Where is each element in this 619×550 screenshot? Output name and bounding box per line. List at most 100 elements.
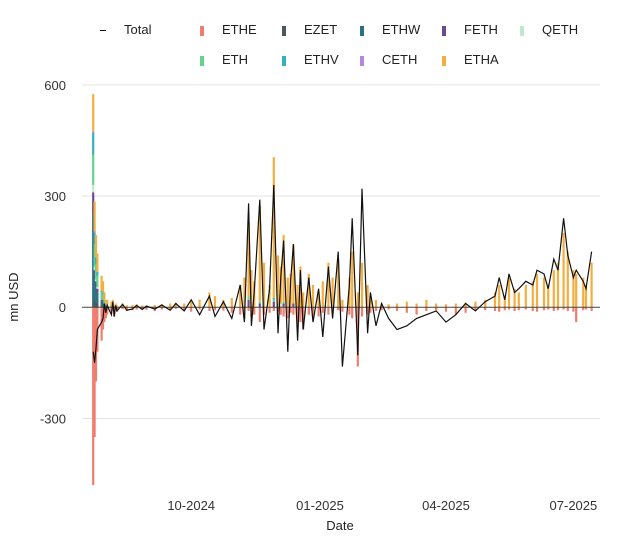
bar-ethe — [321, 307, 324, 313]
bar-ethe — [93, 307, 96, 437]
legend-item-etha: ETHA — [442, 52, 499, 67]
bar-ethe — [444, 307, 448, 312]
legend-swatch — [200, 25, 204, 36]
legend-label: CETH — [382, 52, 418, 67]
bar-feth — [247, 299, 250, 308]
bar-etha — [100, 275, 103, 291]
bar-etha — [292, 244, 295, 304]
bar-etha — [247, 221, 250, 297]
bar-ethe — [307, 307, 310, 315]
bar-etha — [562, 233, 565, 308]
bar-ethe — [327, 307, 330, 315]
bar-ethe — [106, 307, 109, 315]
bar-ethe — [507, 307, 511, 310]
bar-ethe — [584, 307, 588, 310]
bar-ethe — [348, 307, 351, 315]
bar-ethe — [503, 307, 506, 311]
bar-etha — [341, 299, 344, 308]
legend-item-ezet: EZET — [282, 22, 337, 37]
x-tick-label: 07-2025 — [550, 498, 598, 513]
bar-etha — [104, 299, 107, 304]
bar-etha — [584, 285, 588, 308]
bar-ethw — [94, 286, 98, 302]
bar-etha — [415, 303, 418, 308]
bar-etha — [405, 301, 408, 308]
bar-ethe — [317, 307, 320, 317]
bar-etha — [113, 305, 116, 308]
bar-qeth — [96, 286, 99, 289]
bar-eth — [282, 301, 285, 304]
bar-ethe — [253, 307, 256, 315]
bar-ethe — [286, 307, 289, 319]
bar-feth — [96, 288, 99, 293]
legend-item-ethw: ETHW — [360, 22, 420, 37]
bar-etha — [503, 296, 506, 308]
bar-etha — [282, 234, 285, 302]
bar-etha — [131, 305, 134, 308]
bar-ethe — [230, 307, 233, 313]
bar-ethe — [276, 307, 280, 312]
bar-etha — [299, 266, 302, 308]
bar-etha — [311, 285, 315, 308]
legend-item-ethv: ETHV — [282, 52, 339, 67]
bar-ethe — [513, 307, 516, 311]
bar-ethe — [517, 307, 520, 311]
bar-etha — [484, 299, 487, 308]
legend-item-ceth: CETH — [360, 52, 417, 67]
bar-ethe — [135, 307, 138, 310]
bar-etha — [286, 277, 289, 308]
bar-etha — [262, 262, 266, 308]
bar-etha — [566, 251, 569, 308]
bar-etha — [94, 234, 98, 258]
bar-ethe — [360, 307, 364, 317]
bar-ethe — [279, 307, 282, 315]
bar-ethe — [160, 307, 163, 310]
bar-feth — [272, 301, 275, 308]
bar-etha — [507, 277, 511, 308]
bar-ethe — [213, 307, 217, 311]
bar-feth — [94, 281, 98, 287]
bar-ethe — [337, 307, 340, 311]
bar-ethe — [374, 307, 378, 311]
bar-etha — [517, 292, 520, 308]
bar-eth — [247, 296, 250, 300]
bar-ethw — [101, 301, 105, 306]
bar-ethe — [524, 307, 527, 310]
bar-ethe — [552, 307, 555, 311]
legend-item-qeth: QETH — [520, 22, 578, 37]
bar-ethv — [272, 297, 275, 300]
bar-etha — [556, 262, 560, 308]
bar-ethe — [247, 307, 250, 311]
bar-ethe — [395, 307, 399, 311]
bar-eth — [103, 299, 106, 304]
bar-etha — [160, 304, 163, 308]
bar-ethw — [104, 305, 107, 308]
bar-ethe — [145, 307, 148, 310]
bar-etha — [110, 301, 113, 306]
bar-qeth — [94, 279, 98, 282]
bar-etha — [141, 305, 144, 308]
bar-etha — [444, 304, 448, 308]
bar-etha — [321, 281, 324, 308]
bar-ezet — [93, 299, 96, 308]
legend-label: Total — [124, 22, 152, 37]
bar-ethe — [296, 307, 299, 326]
bar-ethe — [582, 307, 585, 311]
bar-ethe — [282, 307, 285, 317]
bar-ezet — [94, 301, 98, 308]
bar-etha — [276, 255, 280, 308]
bar-etha — [222, 299, 225, 308]
bar-ethe — [169, 307, 172, 310]
bar-ethv — [101, 292, 105, 295]
legend-label: ETHW — [382, 22, 421, 37]
bar-etha — [250, 270, 253, 308]
bar-ethe — [92, 307, 95, 486]
bar-etha — [208, 292, 211, 308]
bar-eth — [100, 292, 103, 300]
bar-etha — [369, 296, 372, 308]
bar-etha — [239, 285, 242, 308]
bar-ethv — [100, 290, 103, 293]
bar-ethw — [100, 301, 103, 306]
bar-ethe — [474, 307, 477, 311]
bar-etha — [513, 288, 516, 308]
